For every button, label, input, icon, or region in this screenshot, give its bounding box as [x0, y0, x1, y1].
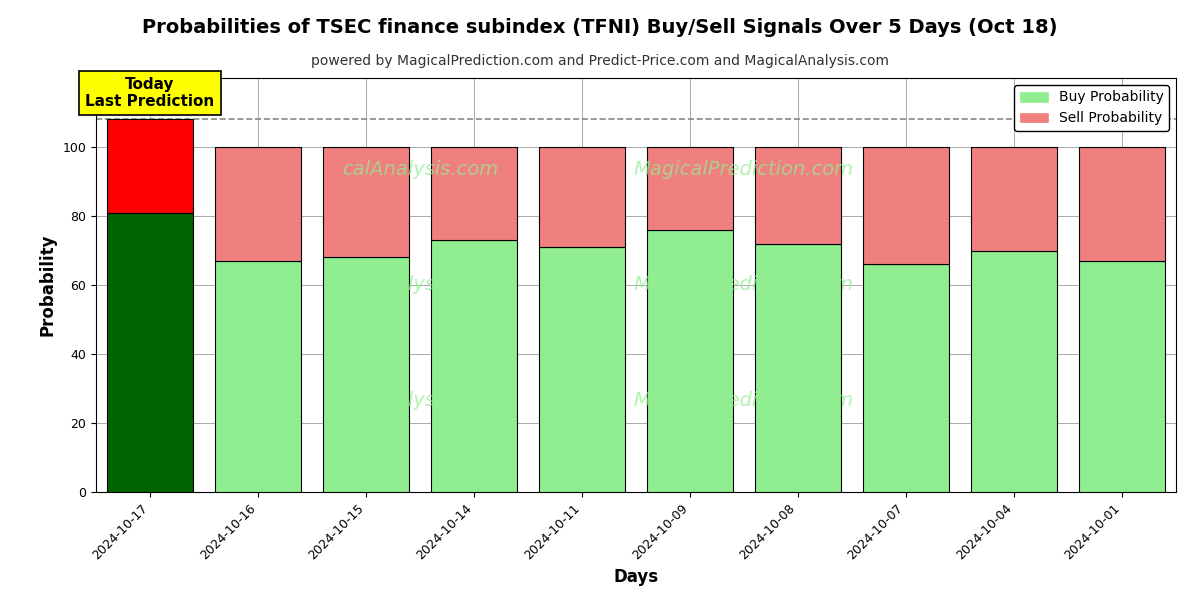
Text: calAnalysis.com: calAnalysis.com	[342, 391, 498, 410]
Bar	[971, 251, 1057, 492]
Y-axis label: Probability: Probability	[38, 234, 56, 336]
Bar	[215, 147, 301, 261]
Bar	[539, 247, 625, 492]
Bar	[107, 212, 193, 492]
Bar	[755, 147, 841, 244]
Bar	[863, 264, 949, 492]
Bar	[323, 147, 409, 257]
Bar	[971, 147, 1057, 251]
Bar	[647, 230, 733, 492]
Bar	[863, 147, 949, 264]
Text: calAnalysis.com: calAnalysis.com	[342, 275, 498, 295]
Bar	[323, 257, 409, 492]
Text: Today
Last Prediction: Today Last Prediction	[85, 77, 215, 109]
Text: calAnalysis.com: calAnalysis.com	[342, 160, 498, 179]
Bar	[1079, 147, 1165, 261]
Bar	[539, 147, 625, 247]
Text: powered by MagicalPrediction.com and Predict-Price.com and MagicalAnalysis.com: powered by MagicalPrediction.com and Pre…	[311, 54, 889, 68]
Text: MagicalPrediction.com: MagicalPrediction.com	[634, 275, 854, 295]
Bar	[755, 244, 841, 492]
Bar	[107, 119, 193, 212]
Text: Probabilities of TSEC finance subindex (TFNI) Buy/Sell Signals Over 5 Days (Oct : Probabilities of TSEC finance subindex (…	[143, 18, 1057, 37]
Bar	[215, 261, 301, 492]
Text: MagicalPrediction.com: MagicalPrediction.com	[634, 391, 854, 410]
Bar	[647, 147, 733, 230]
X-axis label: Days: Days	[613, 568, 659, 586]
Bar	[1079, 261, 1165, 492]
Text: MagicalPrediction.com: MagicalPrediction.com	[634, 160, 854, 179]
Bar	[431, 240, 517, 492]
Legend: Buy Probability, Sell Probability: Buy Probability, Sell Probability	[1014, 85, 1169, 131]
Bar	[431, 147, 517, 240]
